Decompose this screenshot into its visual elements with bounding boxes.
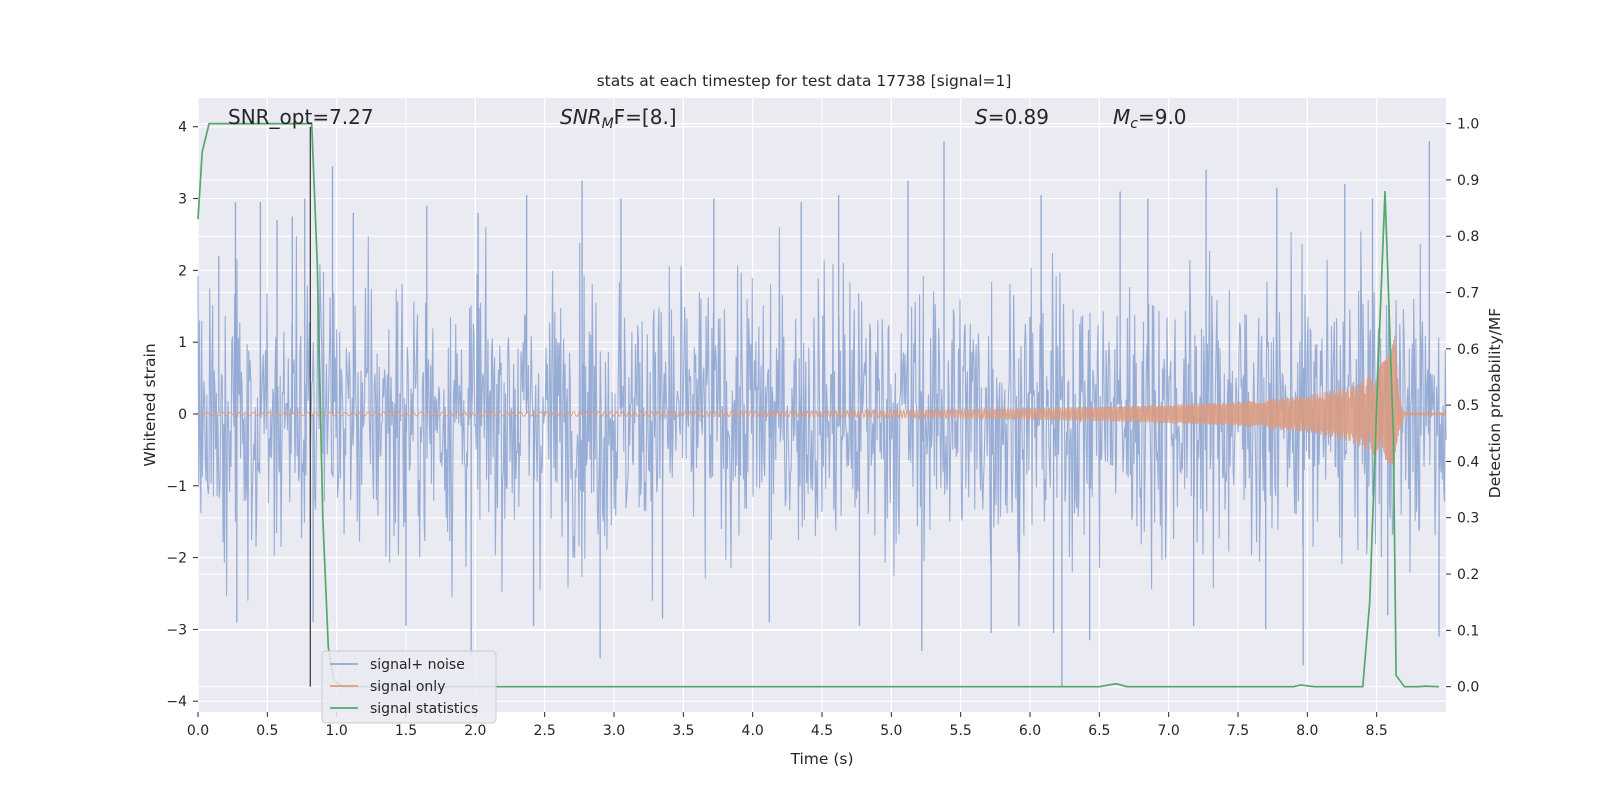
x-tick-label: 6.0 (1019, 723, 1041, 739)
legend-label: signal only (370, 679, 445, 695)
x-tick-label: 1.0 (326, 723, 348, 739)
y-tick-label: −4 (166, 694, 187, 710)
y-right-tick-label: 0.4 (1457, 454, 1479, 470)
legend-label: signal statistics (370, 701, 478, 717)
y-right-tick-label: 1.0 (1457, 117, 1479, 133)
y-tick-label: −1 (166, 479, 187, 495)
y-right-tick-label: 0.7 (1457, 286, 1479, 302)
y-tick-label: 4 (178, 120, 187, 136)
signal-statistics-series (197, 122, 1440, 688)
annotation-snr_mf-prefix: SNR (560, 105, 602, 129)
y-axis-left-ticks: 4 3 2 1 0 −1 −2 −3 −4 (166, 120, 198, 710)
x-tick-label: 3.0 (603, 723, 625, 739)
annotation-snr_mf-sub: M (602, 116, 614, 132)
legend-box (321, 650, 497, 724)
annotation-s: S=0.89 (975, 105, 1049, 129)
x-tick-label: 4.0 (742, 723, 764, 739)
y-tick-label: 3 (178, 192, 187, 208)
signal-noise-line (197, 227, 1447, 601)
y-right-tick-label: 0.2 (1457, 567, 1479, 583)
annotation-s-suffix: =0.89 (988, 105, 1049, 129)
signal-only-series (197, 335, 1447, 465)
signal-statistics-line (197, 122, 1440, 688)
annotation-mc-suffix: =9.0 (1138, 105, 1187, 129)
y-axis-right-label: Detection probability/MF (1486, 308, 1504, 499)
y-right-tick-label: 0.9 (1457, 173, 1479, 189)
y-right-tick-label: 0.5 (1457, 398, 1479, 414)
x-tick-label: 5.5 (950, 723, 972, 739)
y-tick-label: 0 (178, 407, 187, 423)
y-tick-label: −2 (166, 551, 187, 567)
signal-noise-series (197, 141, 1447, 687)
y-tick-label: 1 (178, 335, 187, 351)
y-right-tick-label: 0.6 (1457, 342, 1479, 358)
x-axis-label: Time (s) (789, 750, 853, 768)
annotation-s-prefix: S (975, 105, 988, 129)
y-axis-right-ticks: 1.0 0.9 0.8 0.7 0.6 0.5 0.4 0.3 0.2 0.1 0.0 (1446, 117, 1479, 696)
x-tick-label: 0.0 (187, 723, 209, 739)
x-tick-label: 4.5 (811, 723, 833, 739)
x-tick-label: 5.0 (880, 723, 902, 739)
annotation-layer: SNR_opt=7.27 SNRMF=[8.] S=0.89 Mc=9.0 (228, 105, 1187, 132)
annotation-mc-sub: c (1130, 116, 1138, 132)
legend: signal+ noise signal only signal statistic… (321, 650, 497, 724)
signal-only-line (197, 335, 1447, 465)
x-tick-label: 1.5 (395, 723, 417, 739)
x-tick-label: 8.0 (1296, 723, 1318, 739)
x-tick-label: 8.5 (1366, 723, 1388, 739)
annotation-mc-prefix: M (1113, 105, 1130, 129)
annotation-snr_opt: SNR_opt=7.27 (228, 105, 374, 129)
y-right-tick-label: 0.1 (1457, 623, 1479, 639)
x-tick-label: 2.0 (464, 723, 486, 739)
x-tick-label: 7.0 (1158, 723, 1180, 739)
annotation-snr_mf-suffix: F=[8.] (614, 105, 677, 129)
legend-label: signal+ noise (370, 657, 465, 673)
y-tick-label: −3 (166, 622, 187, 638)
x-tick-label: 7.5 (1227, 723, 1249, 739)
x-tick-label: 6.5 (1088, 723, 1110, 739)
x-tick-label: 2.5 (534, 723, 556, 739)
y-right-tick-label: 0.3 (1457, 511, 1479, 527)
annotation-snr_mf: SNRMF=[8.] (560, 105, 677, 132)
y-right-tick-label: 0.8 (1457, 229, 1479, 245)
chart-title: stats at each timestep for test data 177… (597, 72, 1012, 90)
y-axis-left-label: Whitened strain (141, 343, 159, 466)
y-right-tick-label: 0.0 (1457, 680, 1479, 696)
x-axis-ticks: 0.0 0.5 1.0 1.5 2.0 2.5 3.0 3.5 4.0 4.5 5.0 5.5 6.0 6… (187, 712, 1388, 739)
annotation-mc: Mc=9.0 (1113, 105, 1187, 132)
x-tick-label: 0.5 (256, 723, 278, 739)
x-tick-label: 3.5 (672, 723, 694, 739)
y-tick-label: 2 (178, 263, 187, 279)
